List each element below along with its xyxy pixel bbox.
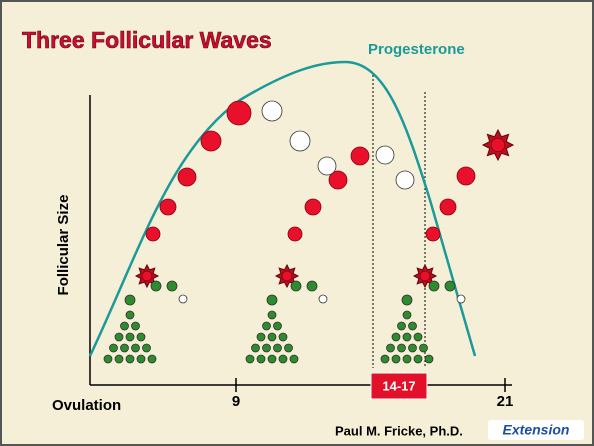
y-axis-label: Follicular Size [55, 195, 72, 296]
green-follicle [125, 295, 135, 305]
red-follicle [305, 199, 321, 215]
green-follicle [137, 355, 145, 363]
green-follicle [392, 333, 400, 341]
red-follicle [227, 101, 251, 125]
green-follicle [252, 344, 260, 352]
green-follicle [268, 333, 276, 341]
green-follicle [290, 355, 298, 363]
red-follicle [282, 271, 292, 281]
green-follicle [246, 355, 254, 363]
green-follicle [143, 344, 151, 352]
white-follicle [319, 295, 327, 303]
red-follicle [426, 227, 440, 241]
green-follicle [420, 344, 428, 352]
green-follicle [291, 281, 301, 291]
green-follicle [387, 344, 395, 352]
red-follicle [288, 227, 302, 241]
red-follicle [440, 199, 456, 215]
white-follicle [318, 157, 336, 175]
green-follicle [132, 322, 140, 330]
green-follicle [132, 344, 140, 352]
green-follicle [121, 322, 129, 330]
green-follicle [267, 295, 277, 305]
green-follicle [403, 355, 411, 363]
green-follicle [268, 355, 276, 363]
green-follicle [307, 281, 317, 291]
white-follicle [396, 171, 414, 189]
window-label: 14-17 [382, 378, 415, 393]
green-follicle [268, 311, 276, 319]
green-follicle [279, 333, 287, 341]
green-follicle [402, 295, 412, 305]
green-follicle [151, 281, 161, 291]
green-follicle [403, 333, 411, 341]
green-follicle [285, 344, 293, 352]
green-follicle [403, 311, 411, 319]
green-follicle [263, 322, 271, 330]
curve-label: Progesterone [368, 41, 465, 58]
green-follicle [104, 355, 112, 363]
red-follicle [146, 227, 160, 241]
green-follicle [425, 355, 433, 363]
red-follicle [491, 138, 505, 152]
green-follicle [274, 322, 282, 330]
green-follicle [429, 281, 439, 291]
start-label: Ovulation [52, 397, 121, 414]
white-follicle [179, 295, 187, 303]
green-follicle [274, 344, 282, 352]
green-follicle [381, 355, 389, 363]
green-follicle [279, 355, 287, 363]
green-follicle [126, 311, 134, 319]
title: Three Follicular Waves [22, 27, 272, 53]
white-follicle [262, 101, 282, 121]
green-follicle [257, 333, 265, 341]
green-follicle [398, 344, 406, 352]
slide: Three Follicular Waves Progesterone Foll… [0, 0, 594, 446]
green-follicle [398, 322, 406, 330]
green-follicle [409, 322, 417, 330]
green-follicle [126, 355, 134, 363]
green-follicle [110, 344, 118, 352]
author: Paul M. Fricke, Ph.D. [335, 423, 463, 438]
green-follicle [392, 355, 400, 363]
green-follicle [167, 281, 177, 291]
red-follicle [178, 168, 196, 186]
white-follicle [290, 131, 310, 151]
white-follicle [457, 295, 465, 303]
red-follicle [351, 147, 369, 165]
green-follicle [115, 355, 123, 363]
green-follicle [409, 344, 417, 352]
logo: Extension [503, 422, 570, 438]
red-follicle [142, 271, 152, 281]
white-follicle [376, 146, 394, 164]
green-follicle [137, 333, 145, 341]
red-follicle [420, 271, 430, 281]
green-follicle [115, 333, 123, 341]
red-follicle [457, 167, 475, 185]
green-follicle [414, 355, 422, 363]
green-follicle [445, 281, 455, 291]
green-follicle [414, 333, 422, 341]
green-follicle [148, 355, 156, 363]
day-label: 9 [232, 393, 240, 410]
red-follicle [201, 131, 221, 151]
red-follicle [160, 199, 176, 215]
green-follicle [257, 355, 265, 363]
green-follicle [121, 344, 129, 352]
day-label: 21 [497, 393, 514, 410]
green-follicle [126, 333, 134, 341]
green-follicle [263, 344, 271, 352]
